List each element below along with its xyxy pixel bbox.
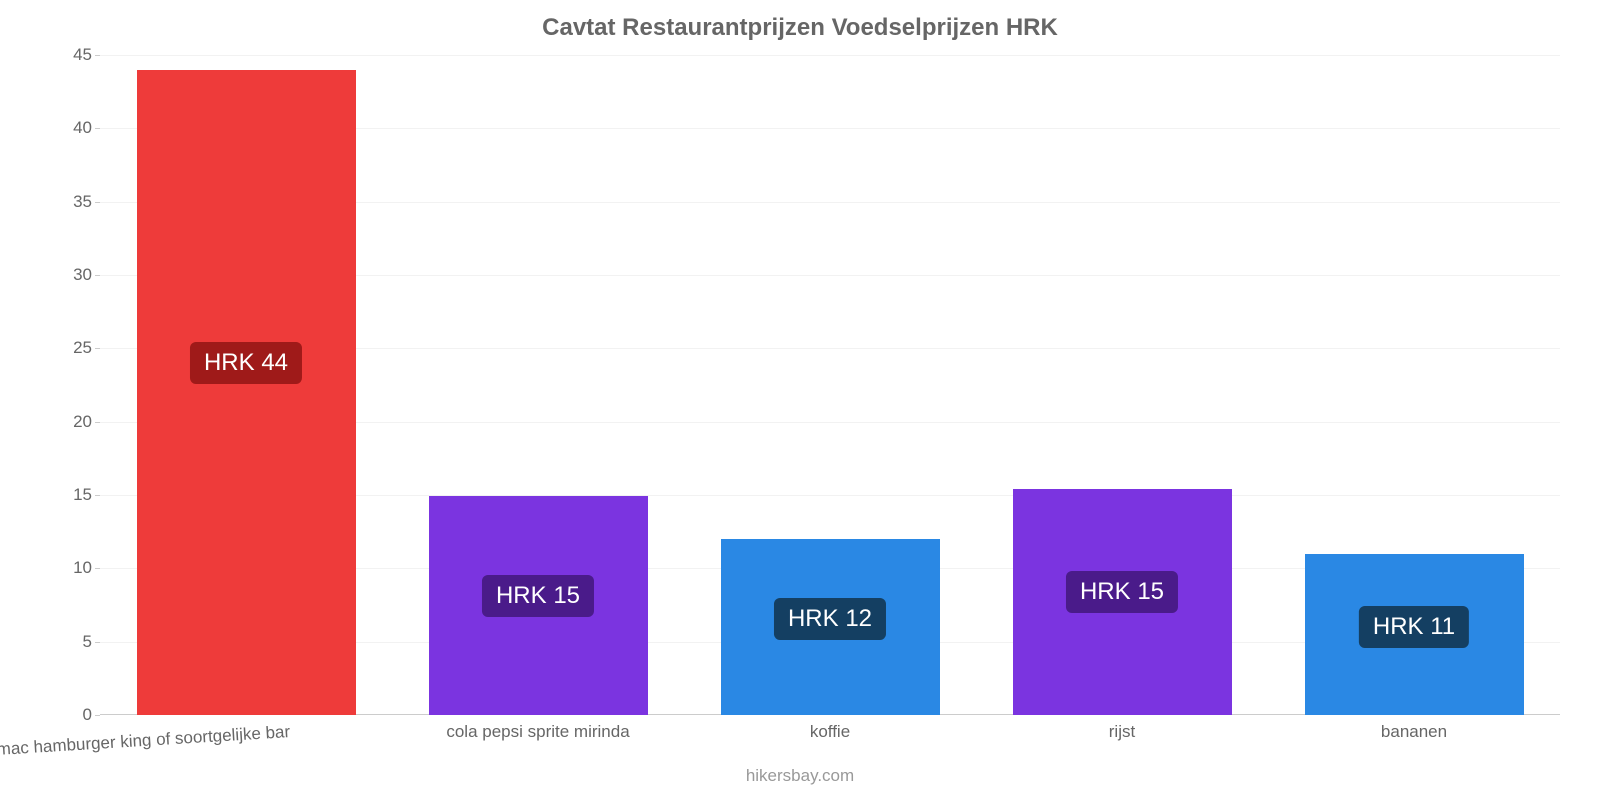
gridline (100, 55, 1560, 56)
y-tick-mark (95, 348, 100, 349)
y-tick-label: 20 (73, 412, 92, 432)
attribution-text: hikersbay.com (0, 766, 1600, 786)
y-tick-mark (95, 568, 100, 569)
y-tick-label: 30 (73, 265, 92, 285)
y-tick-label: 40 (73, 118, 92, 138)
y-tick-label: 45 (73, 45, 92, 65)
x-tick-label: bananen (1381, 722, 1447, 742)
chart-title: Cavtat Restaurantprijzen Voedselprijzen … (0, 14, 1600, 42)
y-tick-mark (95, 422, 100, 423)
x-tick-label: rijst (1109, 722, 1135, 742)
y-tick-mark (95, 495, 100, 496)
y-tick-mark (95, 128, 100, 129)
y-tick-label: 35 (73, 192, 92, 212)
value-badge: HRK 15 (482, 575, 594, 617)
bar (137, 70, 356, 715)
y-tick-mark (95, 715, 100, 716)
value-badge: HRK 15 (1066, 571, 1178, 613)
y-tick-mark (95, 642, 100, 643)
x-tick-label: cola pepsi sprite mirinda (446, 722, 629, 742)
y-tick-mark (95, 275, 100, 276)
x-tick-label: mac hamburger king of soortgelijke bar (0, 722, 291, 760)
value-badge: HRK 11 (1359, 606, 1469, 648)
value-badge: HRK 12 (774, 598, 886, 640)
y-tick-mark (95, 202, 100, 203)
plot-area: HRK 44 HRK 15 HRK 12 HRK 15 HRK 11 (100, 55, 1560, 715)
y-tick-label: 5 (83, 632, 92, 652)
y-tick-label: 0 (83, 705, 92, 725)
y-tick-label: 15 (73, 485, 92, 505)
y-tick-label: 10 (73, 558, 92, 578)
value-badge: HRK 44 (190, 342, 302, 384)
y-tick-mark (95, 55, 100, 56)
y-tick-label: 25 (73, 338, 92, 358)
x-tick-label: koffie (810, 722, 850, 742)
